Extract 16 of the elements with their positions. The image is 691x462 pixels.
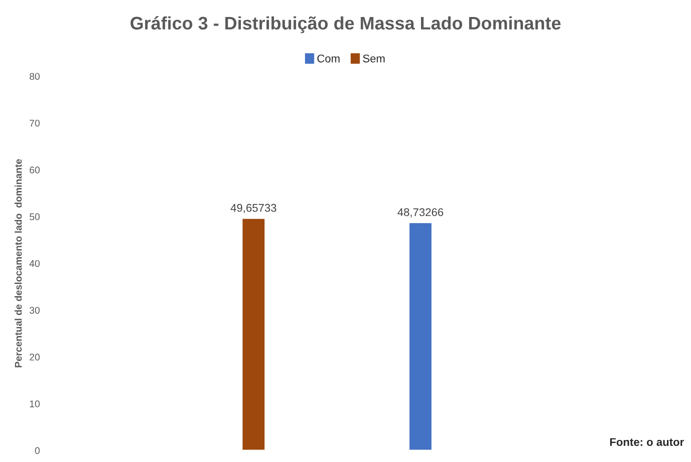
chart-title: Gráfico 3 - Distribuição de Massa Lado Dominante (130, 16, 561, 34)
y-tick-label: 20 (30, 354, 40, 361)
y-tick-label: 80 (30, 72, 40, 80)
y-tick-label: 50 (30, 213, 40, 220)
y-tick-label: 0 (35, 447, 40, 454)
data-label: 48,73266 (398, 208, 444, 218)
source-note: Fonte: o autor (610, 438, 684, 446)
y-tick-label: 10 (30, 400, 40, 408)
y-tick-label: 30 (30, 306, 40, 314)
data-label: 49,65733 (230, 204, 276, 214)
legend-label: Com (317, 54, 340, 62)
y-tick-label: 40 (29, 260, 40, 267)
y-tick-label: 70 (30, 120, 40, 127)
legend-label: Sem (362, 54, 385, 62)
y-axis-title: Percentual de deslocamento lado dominante (14, 159, 22, 368)
y-tick-label: 60 (30, 166, 40, 174)
